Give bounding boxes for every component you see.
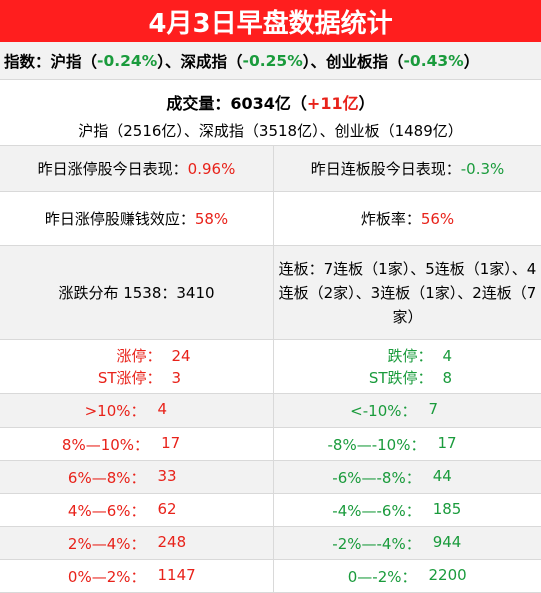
range-row: 0%—2%： 1147 0—-2%： 2200: [0, 560, 541, 593]
down-range-cell: -4%—-6%： 185: [274, 494, 541, 526]
up-range-label: 8%—10%：: [61, 435, 150, 454]
up-range-value: 62: [157, 499, 177, 518]
up-range-cell: 6%—8%： 33: [0, 461, 274, 493]
limit-down-cell: 跌停： 4 ST跌停： 8: [274, 340, 541, 393]
up-range-value: 17: [161, 433, 181, 452]
down-range-cell: -2%—-4%： 944: [274, 527, 541, 559]
sz-index-name: ）、深成指（: [157, 52, 243, 71]
up-range-value: 4: [157, 400, 168, 418]
volume-label-tail: ）: [358, 94, 375, 113]
down-range-value: 7: [428, 400, 439, 418]
st-limit-up-label: ST涨停：: [97, 368, 162, 387]
limit-up-label: 涨停：: [116, 346, 162, 365]
up-range-label: 2%—4%：: [67, 534, 146, 553]
up-range-label: 0%—2%：: [67, 567, 146, 586]
range-row: 4%—6%： 62 -4%—-6%： 185: [0, 494, 541, 527]
range-row: 2%—4%： 248 -2%—-4%： 944: [0, 527, 541, 560]
cy-index-name: ）、创业板指（: [302, 52, 404, 71]
up-range-value: 33: [157, 466, 177, 485]
broken-rate-cell: 炸板率： 56%: [274, 192, 541, 245]
up-range-cell: 8%—10%： 17: [0, 428, 274, 460]
up-range-cell: 2%—4%： 248: [0, 527, 274, 559]
limit-down-value: 4: [442, 346, 453, 365]
limit-up-perf-cell: 昨日涨停股今日表现： 0.96%: [0, 146, 274, 191]
limit-up-value: 24: [171, 346, 191, 365]
down-range-value: 944: [432, 532, 462, 551]
range-row: 8%—10%： 17 -8%—-10%： 17: [0, 428, 541, 461]
cy-index-value: -0.43%: [403, 51, 464, 70]
profit-row: 昨日涨停股赚钱效应： 58% 炸板率： 56%: [0, 192, 541, 246]
down-range-label: -2%—-4%：: [332, 534, 421, 553]
perf-row: 昨日涨停股今日表现： 0.96% 昨日连板股今日表现： -0.3%: [0, 146, 541, 192]
up-range-value: 1147: [157, 565, 196, 584]
limit-up-profit-cell: 昨日涨停股赚钱效应： 58%: [0, 192, 274, 245]
up-range-cell: 0%—2%： 1147: [0, 560, 274, 592]
up-range-label: >10%：: [84, 402, 146, 420]
volume-row: 成交量：6034亿（+11亿） 沪指（2516亿）、深成指（3518亿）、创业板…: [0, 80, 541, 146]
sh-index-value: -0.24%: [97, 51, 158, 70]
down-range-value: 185: [432, 499, 462, 518]
down-range-cell: -8%—-10%： 17: [274, 428, 541, 460]
down-range-cell: <-10%： 7: [274, 394, 541, 427]
sz-index-value: -0.25%: [242, 51, 303, 70]
consecutive-perf-value: -0.3%: [460, 159, 505, 178]
sh-index-name: 沪指（: [50, 52, 98, 71]
down-range-value: 17: [437, 433, 457, 452]
limit-up-cell: 涨停： 24 ST涨停： 3: [0, 340, 274, 393]
page-title: 4月3日早盘数据统计: [0, 0, 541, 42]
down-range-value: 44: [432, 466, 452, 485]
down-range-value: 2200: [428, 565, 467, 584]
st-limit-down-value: 8: [442, 368, 453, 387]
down-range-label: -6%—-8%：: [332, 468, 421, 487]
consecutive-perf-label: 昨日连板股今日表现：: [310, 160, 461, 178]
distribution-label: 涨跌分布 1538：3410: [0, 246, 274, 339]
up-range-cell: >10%： 4: [0, 394, 274, 427]
lianban-summary: 连板：7连板（1家）、5连板（1家）、4连板（2家）、3连板（1家）、2连板（7…: [278, 259, 537, 326]
down-range-label: 0—-2%：: [347, 567, 417, 586]
limit-down-label: 跌停：: [387, 346, 433, 365]
down-range-label: -8%—-10%：: [327, 435, 426, 454]
indices-label: 指数：: [4, 52, 51, 71]
limit-up-perf-value: 0.96%: [187, 159, 236, 178]
distribution-row: 涨跌分布 1538：3410 连板：7连板（1家）、5连板（1家）、4连板（2家…: [0, 246, 541, 340]
up-range-label: 6%—8%：: [67, 468, 146, 487]
limit-up-perf-label: 昨日涨停股今日表现：: [37, 160, 188, 178]
volume-breakdown: 沪指（2516亿）、深成指（3518亿）、创业板（1489亿）: [78, 122, 463, 140]
down-range-label: -4%—-6%：: [332, 501, 421, 520]
range-row: >10%： 4 <-10%： 7: [0, 394, 541, 428]
volume-change: +11亿: [306, 94, 359, 113]
consecutive-perf-cell: 昨日连板股今日表现： -0.3%: [274, 146, 541, 191]
broken-rate-value: 56%: [420, 209, 455, 228]
down-range-cell: -6%—-8%： 44: [274, 461, 541, 493]
up-range-value: 248: [157, 532, 187, 551]
st-limit-down-label: ST跌停：: [368, 368, 433, 387]
down-range-cell: 0—-2%： 2200: [274, 560, 541, 592]
range-row: 6%—8%： 33 -6%—-8%： 44: [0, 461, 541, 494]
indices-row: 指数： 沪指（ -0.24% ）、深成指（ -0.25% ）、创业板指（ -0.…: [0, 42, 541, 80]
up-range-label: 4%—6%：: [67, 501, 146, 520]
limit-up-profit-value: 58%: [194, 209, 229, 228]
limit-up-profit-label: 昨日涨停股赚钱效应：: [44, 210, 195, 228]
up-range-cell: 4%—6%： 62: [0, 494, 274, 526]
volume-label: 成交量：6034亿（: [166, 94, 307, 113]
indices-tail: ）: [463, 52, 480, 71]
limits-row: 涨停： 24 ST涨停： 3 跌停： 4 ST跌停： 8: [0, 340, 541, 394]
down-range-label: <-10%：: [350, 402, 417, 420]
st-limit-up-value: 3: [171, 368, 182, 387]
volume-total: 成交量：6034亿（+11亿）: [0, 90, 541, 114]
broken-rate-label: 炸板率：: [360, 210, 421, 228]
